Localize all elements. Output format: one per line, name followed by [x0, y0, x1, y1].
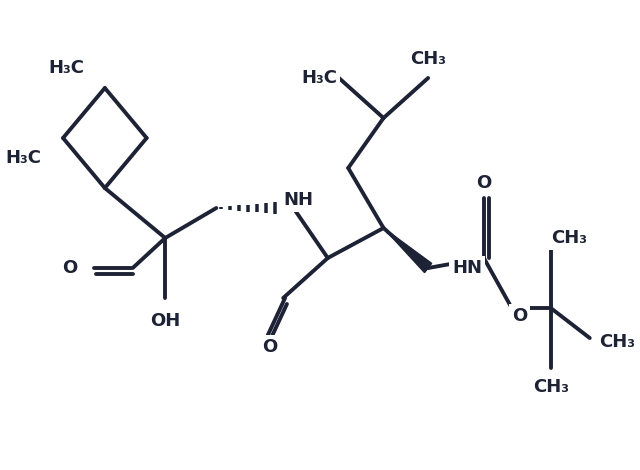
Text: HN: HN	[452, 259, 482, 277]
Text: O: O	[512, 307, 527, 325]
Text: O: O	[61, 259, 77, 277]
Text: NH: NH	[283, 191, 313, 209]
Text: CH₃: CH₃	[410, 50, 446, 68]
Text: O: O	[476, 174, 492, 192]
Text: CH₃: CH₃	[599, 333, 635, 351]
Text: O: O	[262, 338, 278, 356]
Text: OH: OH	[150, 312, 180, 330]
Polygon shape	[383, 228, 431, 273]
Text: H₃C: H₃C	[49, 59, 84, 77]
Text: CH₃: CH₃	[551, 229, 587, 247]
Text: H₃C: H₃C	[301, 69, 337, 87]
Text: CH₃: CH₃	[532, 378, 569, 396]
Text: H₃C: H₃C	[6, 149, 42, 167]
